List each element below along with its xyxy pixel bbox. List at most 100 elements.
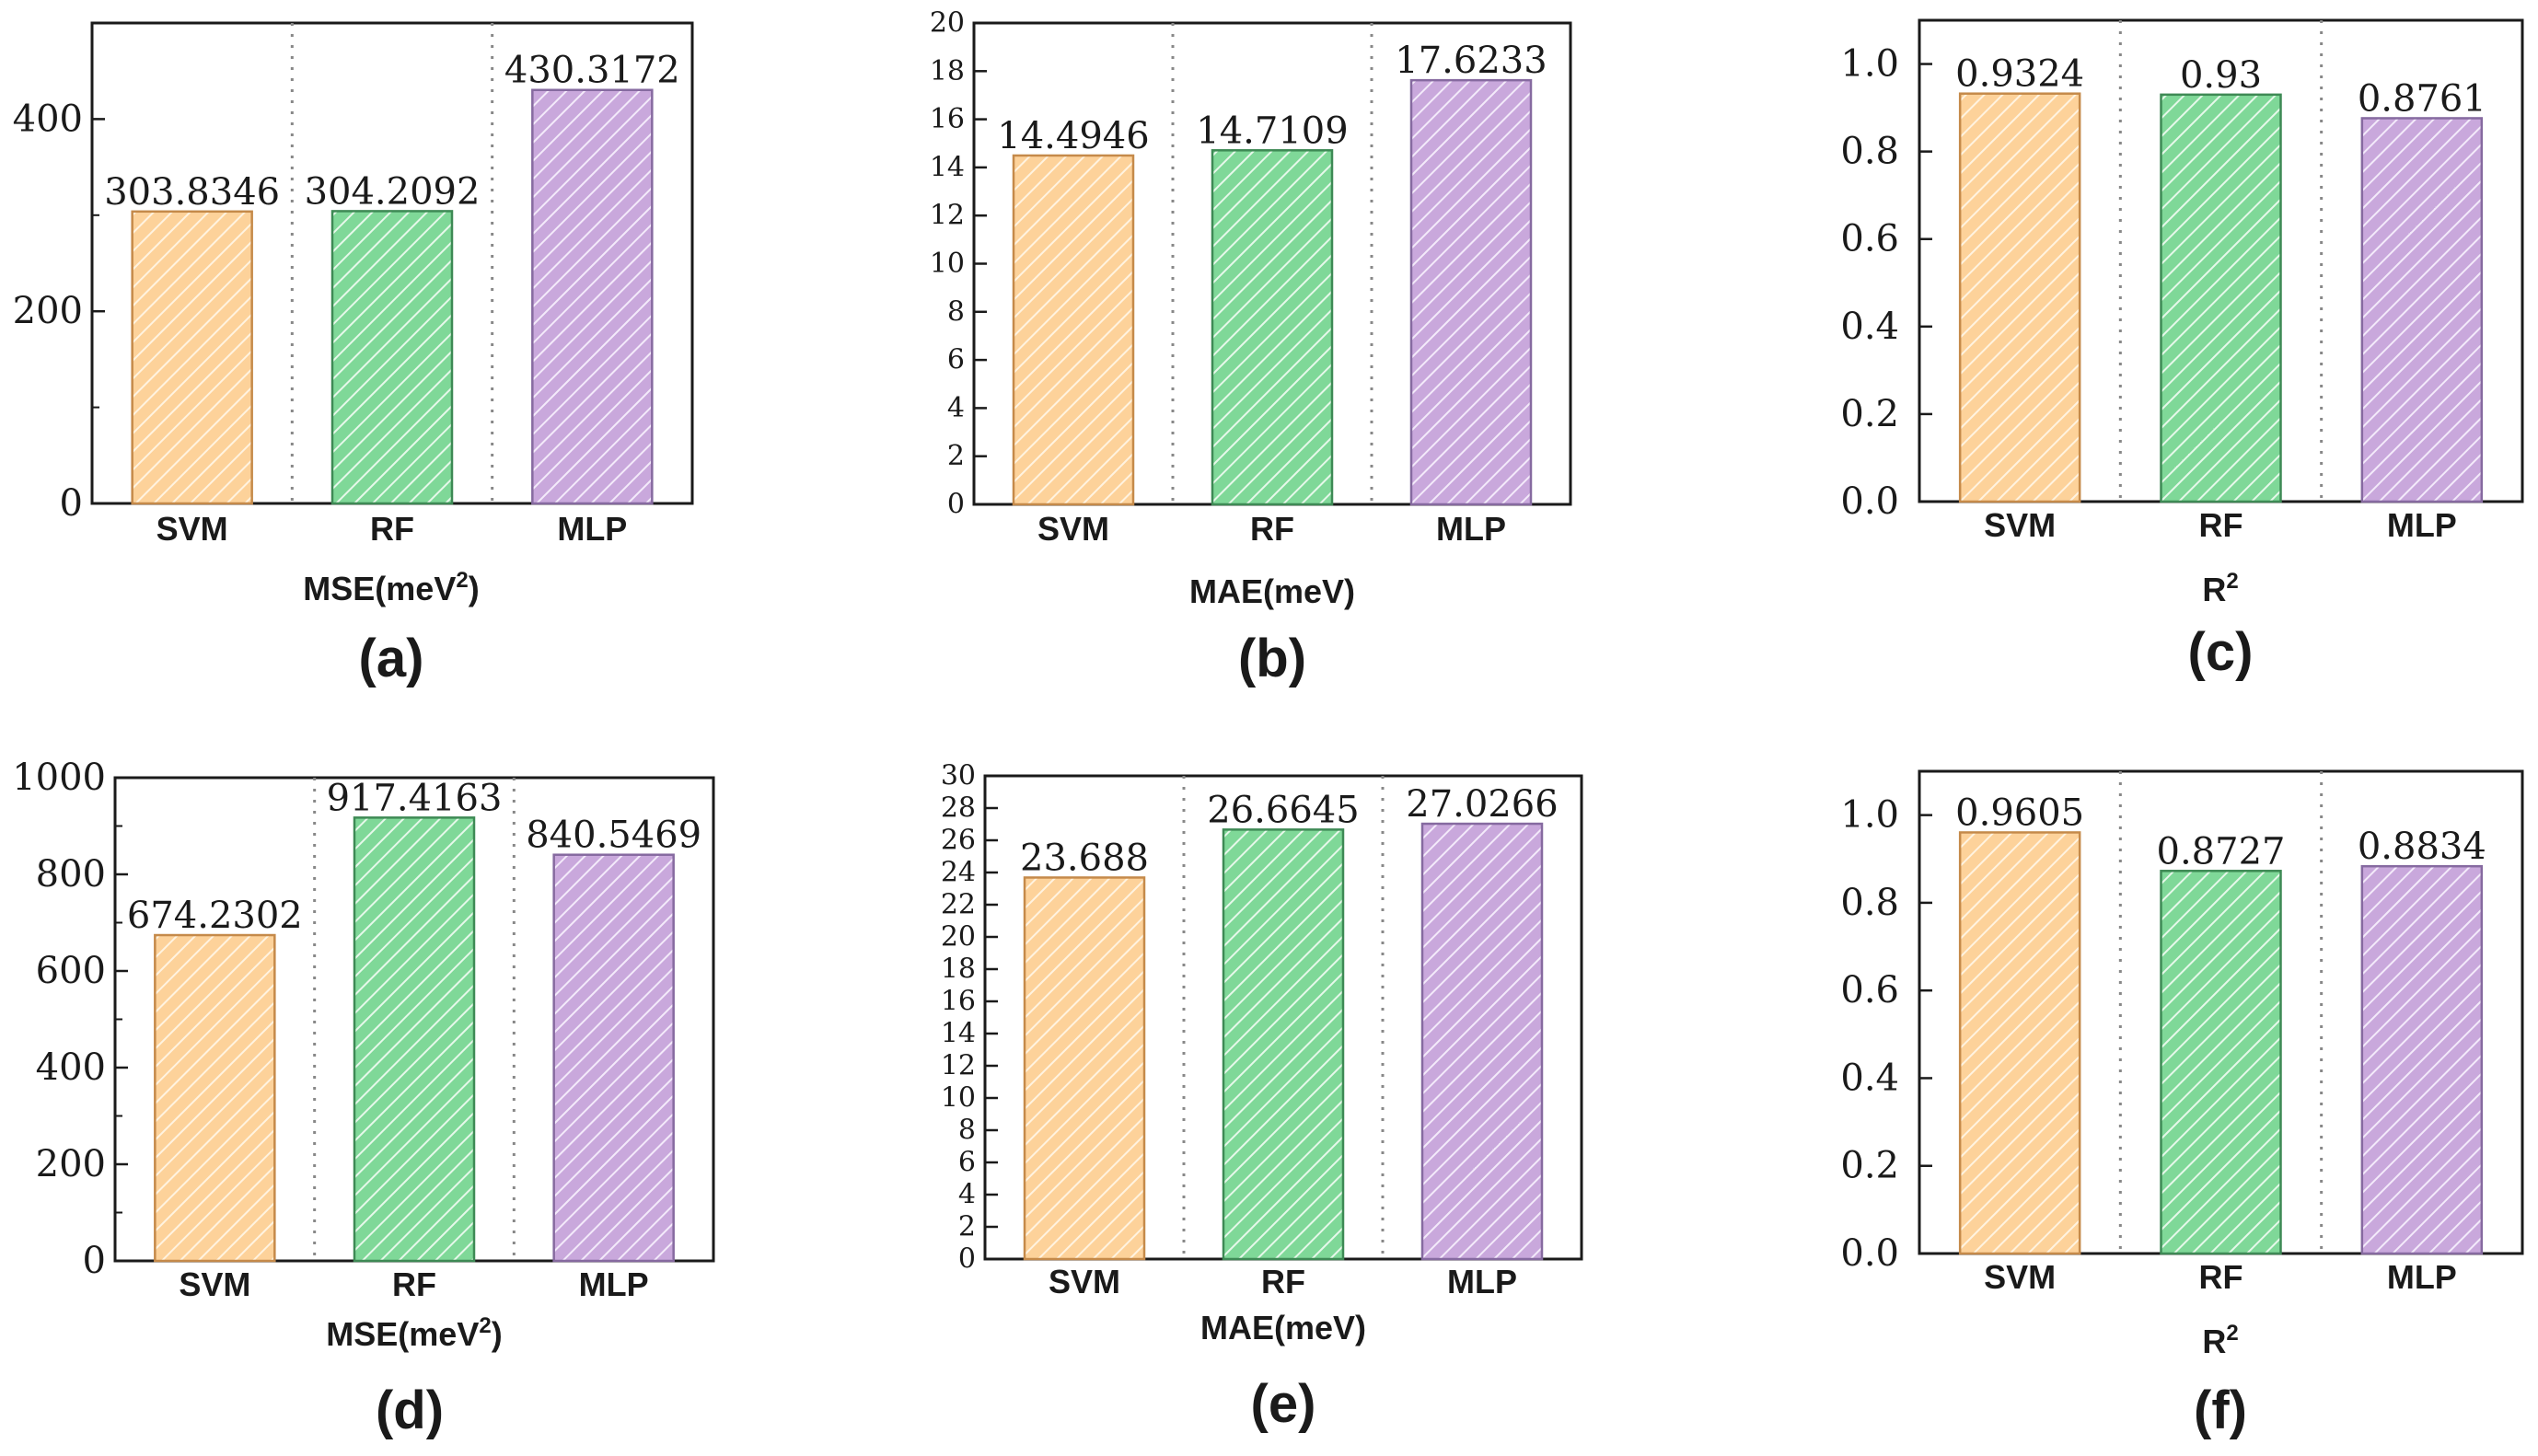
x-axis-title: MAE(meV) [1189,572,1355,610]
x-tick-label-mlp: MLP [557,510,627,548]
x-tick-label-svm: SVM [1037,510,1109,548]
y-tick-label: 28 [941,792,976,825]
y-tick-label: 8 [947,295,965,328]
x-tick-label-rf: RF [2199,1258,2243,1296]
y-tick-label: 0.6 [1840,969,1899,1011]
x-tick-label-mlp: MLP [2387,1258,2457,1296]
chart-panel-c: 0.0 0.2 0.4 0.6 0.8 1.0 0.9324 SVM 0.93 RF 0.8761 M… [1840,18,2524,682]
y-tick-label: 12 [930,200,965,232]
y-tick-label: 1000 [12,757,106,799]
y-tick-label: 600 [36,950,106,992]
data-label-mlp: 27.0266 [1406,783,1558,826]
bar-svm [1012,154,1135,506]
y-tick-label: 0.8 [1840,882,1899,924]
y-tick-label: 400 [13,98,83,140]
y-tick-label: 0.6 [1840,218,1899,260]
x-tick-label-rf: RF [370,510,414,548]
data-label-rf: 917.4163 [327,777,503,819]
bar-mlp [2360,864,2484,1255]
x-tick-label-svm: SVM [179,1265,250,1303]
bar-mlp [531,88,654,505]
data-label-mlp: 17.6233 [1395,40,1547,82]
y-tick-label: 0.4 [1840,306,1899,348]
y-tick-label: 0.2 [1840,393,1899,435]
chart-panel-e: 02468101214161820222426283023.688SVM26.6… [941,760,1583,1434]
bar-svm [1958,92,2081,503]
y-tick-label: 6 [958,1147,976,1179]
x-tick-label-rf: RF [1250,510,1294,548]
y-tick-label: 1.0 [1840,794,1899,837]
panel-label-d: (d) [376,1381,444,1440]
x-axis-title: MSE(meV2) [326,1313,502,1353]
data-label-rf: 0.8727 [2157,830,2286,872]
bar-svm [154,933,276,1263]
data-label-svm: 674.2302 [127,895,303,937]
y-tick-label: 16 [941,986,976,1018]
y-tick-label: 0 [947,489,965,521]
data-label-mlp: 0.8761 [2358,77,2486,120]
x-tick-label-mlp: MLP [579,1265,649,1303]
x-tick-label-mlp: MLP [1436,510,1506,548]
y-tick-label: 12 [941,1050,976,1082]
bar-rf [353,816,476,1263]
bar-mlp [1420,822,1544,1261]
y-tick-label: 0.4 [1840,1057,1899,1099]
chart-panel-b: 0 2 4 6 8 10 12 14 16 18 20 14.4946 SVM 14.7109 RF 17.6… [930,7,1572,688]
y-tick-label: 18 [930,55,965,87]
y-tick-label: 1.0 [1840,43,1899,86]
data-label-svm: 303.8346 [104,171,280,214]
bar-mlp [552,853,675,1263]
y-tick-label: 0 [83,1240,106,1282]
x-tick-label-svm: SVM [1049,1263,1120,1300]
bar-svm [1023,876,1146,1261]
x-tick-label-rf: RF [2199,506,2243,544]
y-tick-label: 26 [941,825,976,857]
y-tick-label: 18 [941,953,976,986]
x-axis-title: R2 [2202,1321,2238,1360]
chart-panel-d: 0 200 400 600 800 1000 674.2302 SVM 917.4163 RF 84… [12,757,715,1440]
panel-label-c: (c) [2188,622,2254,682]
y-tick-label: 14 [941,1018,976,1050]
panel-label-b: (b) [1238,629,1306,688]
y-tick-label: 0.0 [1840,480,1899,523]
y-tick-label: 6 [947,344,965,376]
data-label-mlp: 0.8834 [2358,826,2486,868]
x-tick-label-svm: SVM [156,510,228,548]
y-tick-label: 200 [13,290,83,332]
data-label-rf: 14.7109 [1196,110,1348,152]
y-tick-label: 200 [36,1143,106,1185]
x-axis-title: R2 [2202,569,2238,608]
y-tick-label: 16 [930,103,965,135]
x-tick-label-mlp: MLP [2387,506,2457,544]
y-tick-label: 400 [36,1046,106,1089]
data-label-mlp: 430.3172 [504,50,680,92]
y-tick-label: 0.0 [1840,1232,1899,1275]
bar-rf [2160,870,2282,1255]
bar-rf [2160,93,2282,503]
y-tick-label: 0 [958,1243,976,1276]
bar-rf [1222,828,1345,1261]
y-tick-label: 10 [941,1082,976,1115]
y-tick-label: 2 [947,440,965,472]
y-tick-label: 0.2 [1840,1145,1899,1187]
bar-rf [330,210,454,505]
y-tick-label: 800 [36,853,106,896]
bar-rf [1211,149,1334,506]
data-label-rf: 0.93 [2180,54,2262,97]
chart-panel-f: 0.0 0.2 0.4 0.6 0.8 1.0 0.9605 SVM 0.8727 RF 0.883… [1840,769,2524,1440]
y-tick-label: 24 [941,857,976,889]
data-label-mlp: 840.5469 [526,815,701,857]
bar-mlp [1409,78,1533,506]
x-tick-label-mlp: MLP [1447,1263,1517,1300]
y-tick-label: 2 [958,1211,976,1243]
x-axis-title: MAE(meV) [1200,1309,1366,1346]
y-tick-label: 20 [930,7,965,40]
data-label-rf: 304.2092 [305,170,481,213]
panel-label-f: (f) [2194,1381,2247,1440]
y-tick-label: 30 [941,760,976,792]
bar-svm [131,210,253,505]
chart-panel-a: 0 200 400 303.8346 SVM 304.2092 RF 430.3172 MLP M… [13,21,694,688]
x-axis-title: MSE(meV2) [303,568,479,607]
y-tick-label: 10 [930,248,965,280]
